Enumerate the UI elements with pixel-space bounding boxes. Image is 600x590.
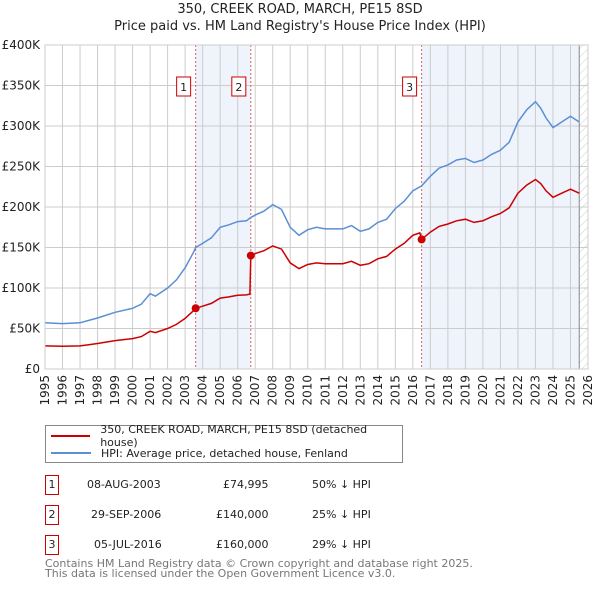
y-tick-label: £100K [2, 281, 42, 295]
y-tick-label: £150K [2, 241, 42, 255]
legend-swatch-property [51, 435, 91, 437]
x-tick-label: 2018 [441, 375, 455, 406]
x-tick-label: 1999 [108, 375, 122, 406]
sale-marker-label: 2 [235, 81, 242, 94]
x-tick-label: 2011 [318, 375, 332, 406]
x-tick-label: 2026 [581, 375, 595, 406]
sale-marker-box [176, 76, 192, 97]
x-tick-label: 2022 [511, 375, 525, 406]
y-tick-label: £300K [2, 119, 42, 133]
sale-row: 3 05-JUL-2016 £160,000 29% ↓ HPI [45, 535, 445, 555]
x-tick-label: 2009 [283, 375, 297, 406]
x-tick-label: 2008 [266, 375, 280, 406]
sale-hpi-diff: 29% ↓ HPI [312, 538, 371, 551]
y-tick-label: £0 [25, 362, 40, 376]
x-tick-label: 2001 [143, 375, 157, 406]
series-line [44, 100, 580, 325]
footer: Contains HM Land Registry data © Crown c… [45, 557, 473, 580]
x-tick-label: 1995 [38, 375, 52, 406]
x-tick-label: 1998 [91, 375, 105, 406]
x-tick-label: 2005 [213, 375, 227, 406]
sale-date: 08-AUG-2003 [87, 478, 161, 491]
x-tick-label: 2021 [493, 375, 507, 406]
x-tick-label: 2014 [371, 375, 385, 406]
x-tick-label: 2024 [546, 375, 560, 406]
x-tick-label: 2003 [178, 375, 192, 406]
sale-marker-box [402, 76, 418, 97]
x-tick-label: 2015 [388, 375, 402, 406]
sale-marker-label: 3 [406, 81, 413, 94]
legend-swatch-hpi [51, 452, 91, 454]
x-tick-label: 2000 [126, 375, 140, 406]
sale-hpi-diff: 50% ↓ HPI [312, 478, 371, 491]
x-tick-label: 2002 [161, 375, 175, 406]
legend-label-property: 350, CREEK ROAD, MARCH, PE15 8SD (detach… [100, 423, 368, 449]
chart-subtitle: Price paid vs. HM Land Registry's House … [114, 19, 486, 34]
sale-point [191, 304, 200, 313]
sale-hpi-diff: 25% ↓ HPI [312, 508, 371, 521]
x-tick-label: 2016 [406, 375, 420, 406]
sale-point [246, 251, 255, 260]
footer-line-2: This data is licensed under the Open Gov… [45, 567, 396, 580]
sale-marker-label: 1 [45, 475, 59, 495]
sale-marker-label: 1 [180, 81, 187, 94]
x-tick-label: 2020 [476, 375, 490, 406]
sale-point [417, 235, 426, 244]
x-tick-label: 1996 [56, 375, 70, 406]
sale-marker-label: 2 [45, 505, 59, 525]
y-tick-label: £200K [2, 200, 42, 214]
x-tick-label: 2013 [353, 375, 367, 406]
y-tick-label: £400K [2, 38, 42, 52]
chart-title: 350, CREEK ROAD, MARCH, PE15 8SD [177, 2, 423, 17]
sale-row: 2 29-SEP-2006 £140,000 25% ↓ HPI [45, 505, 445, 525]
x-tick-label: 2006 [231, 375, 245, 406]
x-tick-label: 2023 [528, 375, 542, 406]
x-tick-label: 2007 [248, 375, 262, 406]
sale-price: £74,995 [223, 478, 269, 491]
legend: 350, CREEK ROAD, MARCH, PE15 8SD (detach… [45, 423, 403, 463]
x-tick-label: 1997 [73, 375, 87, 406]
y-tick-label: £250K [2, 160, 42, 174]
sale-date: 05-JUL-2016 [94, 538, 162, 551]
sale-marker-label: 3 [45, 535, 59, 555]
y-tick-label: £50K [9, 322, 41, 336]
plot-frame [44, 44, 589, 370]
sale-marker-box [231, 76, 247, 97]
x-tick-label: 2019 [458, 375, 472, 406]
x-tick-label: 2004 [196, 375, 210, 406]
plot-area: 1995 1996 1997 1998 1999 2000 2001 2002 2003 2004… [2, 38, 595, 406]
sale-date: 29-SEP-2006 [91, 508, 162, 521]
sale-price: £140,000 [216, 508, 269, 521]
x-tick-label: 2025 [563, 375, 577, 406]
sale-row: 1 08-AUG-2003 £74,995 50% ↓ HPI [45, 475, 445, 495]
y-tick-label: £350K [2, 79, 42, 93]
x-tick-label: 2017 [423, 375, 437, 406]
sale-price: £160,000 [216, 538, 269, 551]
legend-label-hpi: HPI: Average price, detached house, Fenl… [101, 446, 348, 460]
footer-line-1: Contains HM Land Registry data © Crown c… [45, 557, 473, 570]
series-line [44, 178, 580, 348]
x-tick-label: 2010 [301, 375, 315, 406]
x-tick-label: 2012 [336, 375, 350, 406]
